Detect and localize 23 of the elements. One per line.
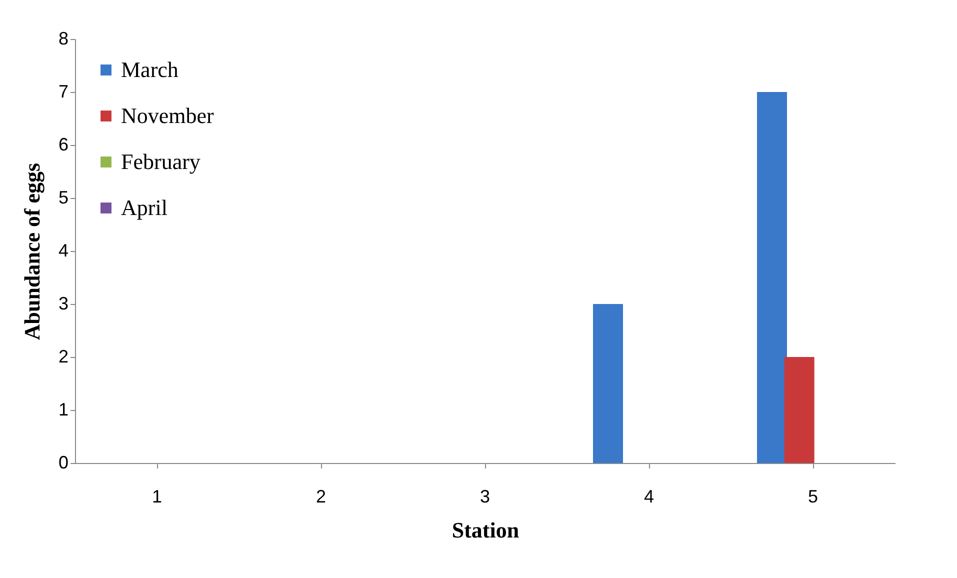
x-axis-title: Station: [452, 518, 520, 542]
bar: [593, 304, 623, 463]
y-tick-label: 8: [58, 28, 68, 48]
x-tick-label: 4: [644, 486, 654, 506]
y-tick-label: 7: [58, 82, 68, 102]
x-tick-label: 1: [152, 486, 162, 506]
x-tick-label: 2: [316, 486, 326, 506]
y-axis-title: Abundance of eggs: [19, 162, 44, 340]
legend-label: November: [121, 103, 215, 128]
y-tick-label: 5: [58, 188, 68, 208]
bar: [784, 357, 814, 463]
legend-label: April: [121, 195, 168, 220]
y-tick-label: 0: [58, 452, 68, 472]
legend-label: March: [121, 57, 178, 82]
bar: [757, 92, 787, 463]
x-tick-label: 3: [480, 486, 490, 506]
y-tick-label: 2: [58, 346, 68, 366]
y-tick-label: 4: [58, 240, 68, 260]
x-tick-label: 5: [808, 486, 818, 506]
y-tick-label: 3: [58, 294, 68, 314]
legend-label: February: [121, 149, 200, 174]
y-tick-label: 1: [58, 400, 68, 420]
y-tick-label: 6: [58, 134, 68, 154]
